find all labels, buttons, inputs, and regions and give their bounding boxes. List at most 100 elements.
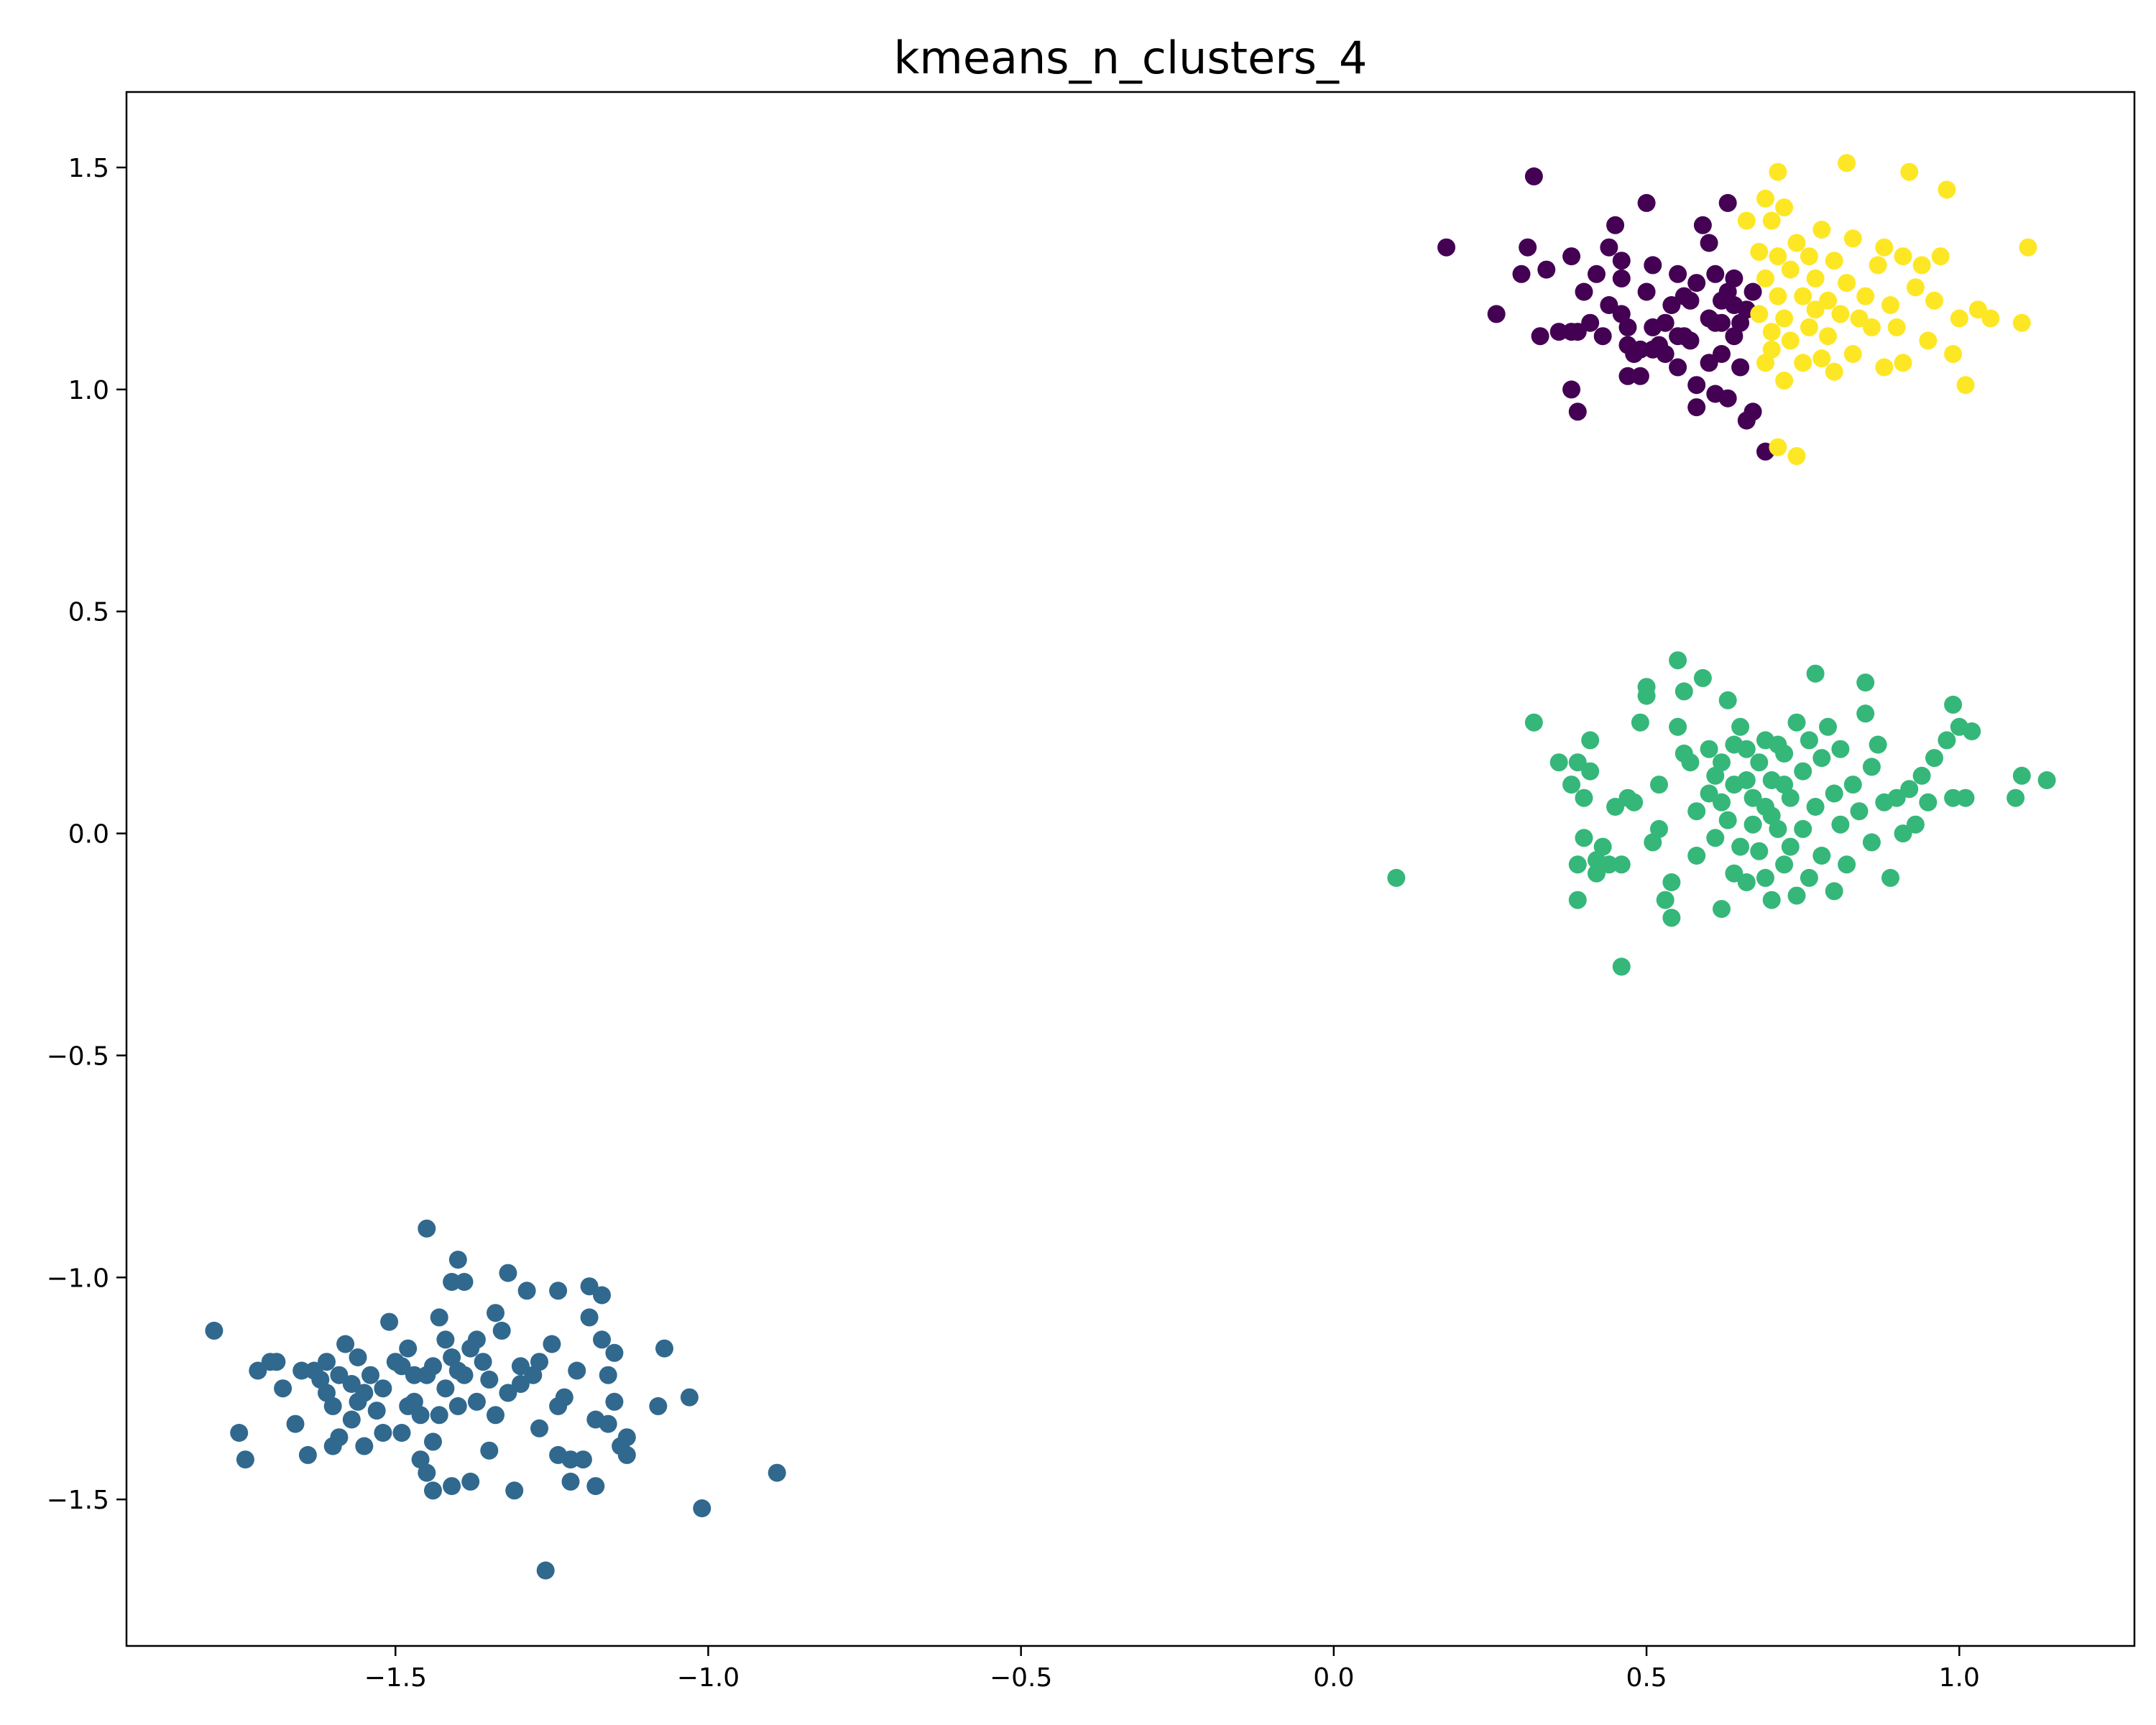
cluster-3-point-43 bbox=[1881, 296, 1899, 314]
cluster-0-point-29 bbox=[1637, 282, 1656, 301]
cluster-0-point-16 bbox=[1593, 327, 1612, 346]
cluster-0-point-37 bbox=[1662, 296, 1681, 314]
cluster-2-point-2 bbox=[1549, 753, 1568, 772]
cluster-0-point-15 bbox=[1588, 264, 1606, 283]
cluster-2-point-78 bbox=[1806, 664, 1825, 683]
cluster-2-point-30 bbox=[1669, 651, 1687, 670]
cluster-1-point-86 bbox=[580, 1277, 599, 1296]
cluster-2-point-80 bbox=[1812, 847, 1831, 865]
cluster-2-point-90 bbox=[1856, 673, 1875, 692]
cluster-0-point-11 bbox=[1568, 402, 1587, 421]
cluster-1-point-67 bbox=[499, 1384, 517, 1402]
cluster-3-point-18 bbox=[1787, 234, 1806, 252]
cluster-1-point-27 bbox=[374, 1424, 392, 1442]
cluster-3-point-28 bbox=[1819, 291, 1837, 310]
cluster-1-point-53 bbox=[448, 1397, 467, 1415]
cluster-0-point-0 bbox=[1437, 238, 1456, 257]
cluster-2-point-4 bbox=[1568, 855, 1587, 874]
cluster-2-point-65 bbox=[1769, 819, 1787, 838]
cluster-1-point-54 bbox=[448, 1251, 467, 1269]
y-tick-label: −0.5 bbox=[47, 1041, 109, 1071]
cluster-2-point-110 bbox=[2012, 766, 2031, 785]
cluster-2-point-63 bbox=[1762, 891, 1781, 909]
cluster-3-point-0 bbox=[1737, 211, 1756, 230]
cluster-2-point-32 bbox=[1674, 682, 1693, 701]
cluster-0-point-20 bbox=[1612, 269, 1631, 288]
cluster-2-point-89 bbox=[1856, 704, 1875, 723]
cluster-2-point-39 bbox=[1706, 766, 1725, 785]
cluster-2-point-19 bbox=[1625, 793, 1644, 811]
cluster-2-point-14 bbox=[1600, 855, 1618, 874]
cluster-2-point-10 bbox=[1581, 762, 1600, 781]
cluster-1-point-1 bbox=[230, 1424, 249, 1442]
cluster-1-point-68 bbox=[499, 1264, 517, 1282]
cluster-0-point-46 bbox=[1687, 376, 1706, 395]
cluster-2-point-84 bbox=[1831, 815, 1850, 834]
y-tick-label: 1.0 bbox=[68, 376, 109, 405]
cluster-1-point-26 bbox=[367, 1402, 386, 1420]
cluster-2-point-57 bbox=[1750, 842, 1769, 860]
cluster-2-point-40 bbox=[1706, 829, 1725, 847]
cluster-2-point-97 bbox=[1894, 824, 1912, 843]
cluster-3-point-29 bbox=[1819, 327, 1837, 346]
cluster-1-point-29 bbox=[380, 1312, 399, 1331]
cluster-0-point-35 bbox=[1656, 345, 1674, 363]
cluster-3-point-32 bbox=[1831, 305, 1850, 323]
cluster-2-point-88 bbox=[1850, 802, 1869, 821]
cluster-0-point-4 bbox=[1524, 167, 1543, 185]
cluster-3-point-54 bbox=[1944, 345, 1963, 363]
cluster-3-point-14 bbox=[1775, 309, 1794, 328]
cluster-1-point-49 bbox=[443, 1273, 461, 1291]
cluster-0-point-2 bbox=[1512, 264, 1531, 283]
cluster-3-point-2 bbox=[1750, 305, 1769, 323]
cluster-2-point-103 bbox=[1938, 731, 1956, 750]
cluster-3-point-16 bbox=[1781, 260, 1800, 279]
cluster-2-point-22 bbox=[1637, 686, 1656, 705]
y-tick-label: −1.0 bbox=[47, 1264, 109, 1293]
cluster-3-point-21 bbox=[1794, 354, 1812, 372]
x-tick-label: 1.0 bbox=[1939, 1663, 1980, 1693]
cluster-2-point-34 bbox=[1687, 802, 1706, 821]
cluster-3-point-11 bbox=[1769, 162, 1787, 181]
cluster-2-point-92 bbox=[1862, 833, 1881, 852]
cluster-2-point-56 bbox=[1750, 753, 1769, 772]
cluster-0-point-68 bbox=[1743, 402, 1762, 421]
cluster-1-point-18 bbox=[336, 1335, 355, 1353]
cluster-3-point-27 bbox=[1812, 221, 1831, 239]
cluster-1-point-70 bbox=[511, 1357, 530, 1376]
cluster-1-point-17 bbox=[330, 1366, 349, 1384]
cluster-2-point-8 bbox=[1575, 829, 1593, 847]
cluster-2-point-102 bbox=[1925, 749, 1943, 768]
cluster-0-point-69 bbox=[1743, 282, 1762, 301]
cluster-3-point-33 bbox=[1838, 154, 1856, 172]
cluster-0-point-48 bbox=[1693, 216, 1712, 234]
cluster-1-point-25 bbox=[361, 1366, 379, 1384]
cluster-1-point-7 bbox=[286, 1414, 305, 1433]
cluster-3-point-26 bbox=[1812, 349, 1831, 368]
cluster-2-point-29 bbox=[1669, 717, 1687, 736]
cluster-2-point-95 bbox=[1881, 868, 1899, 887]
cluster-1-point-61 bbox=[474, 1353, 492, 1371]
cluster-3-point-5 bbox=[1756, 189, 1774, 208]
cluster-2-point-20 bbox=[1631, 713, 1649, 732]
cluster-0-point-57 bbox=[1713, 313, 1731, 332]
cluster-0-point-53 bbox=[1706, 264, 1725, 283]
cluster-1-point-15 bbox=[323, 1397, 342, 1415]
cluster-1-point-66 bbox=[492, 1321, 511, 1340]
cluster-2-point-105 bbox=[1944, 695, 1963, 714]
cluster-1-point-58 bbox=[461, 1472, 480, 1491]
cluster-0-point-36 bbox=[1656, 313, 1674, 332]
cluster-0-point-28 bbox=[1631, 367, 1649, 385]
cluster-0-point-51 bbox=[1700, 354, 1718, 372]
cluster-3-point-34 bbox=[1838, 274, 1856, 293]
cluster-2-point-54 bbox=[1743, 815, 1762, 834]
cluster-0-point-13 bbox=[1575, 282, 1593, 301]
cluster-0-point-14 bbox=[1581, 313, 1600, 332]
cluster-1-point-45 bbox=[430, 1308, 448, 1327]
cluster-3-point-50 bbox=[1919, 331, 1938, 350]
cluster-3-point-58 bbox=[1981, 309, 2000, 328]
cluster-1-point-92 bbox=[599, 1366, 617, 1384]
cluster-2-point-79 bbox=[1812, 749, 1831, 768]
cluster-2-point-82 bbox=[1825, 784, 1843, 803]
